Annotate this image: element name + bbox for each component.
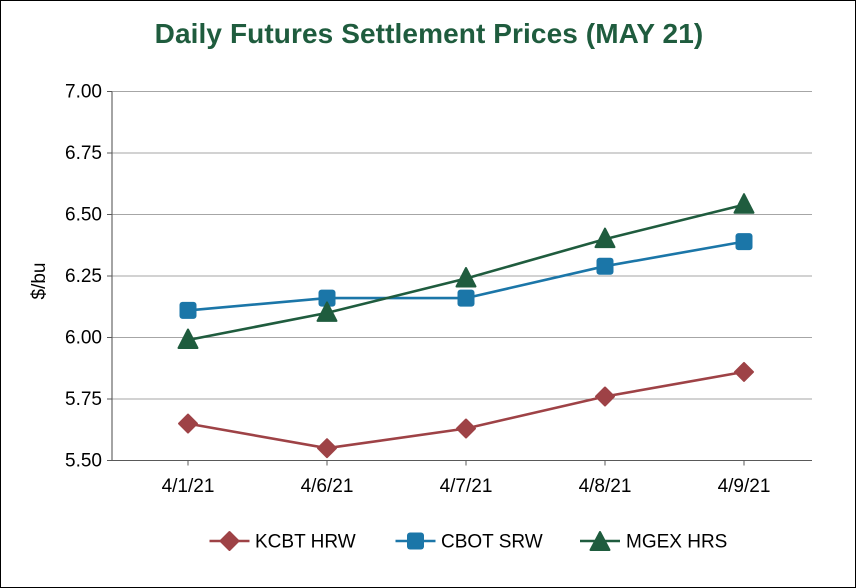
svg-text:5.75: 5.75 — [65, 389, 102, 410]
svg-text:4/1/21: 4/1/21 — [162, 476, 215, 497]
svg-text:$/bu: $/bu — [29, 263, 50, 300]
svg-text:6.25: 6.25 — [65, 266, 102, 287]
svg-text:4/8/21: 4/8/21 — [579, 476, 632, 497]
svg-text:4/6/21: 4/6/21 — [301, 476, 354, 497]
svg-text:6.00: 6.00 — [65, 328, 102, 349]
svg-text:4/7/21: 4/7/21 — [440, 476, 493, 497]
svg-text:7.00: 7.00 — [65, 82, 102, 103]
svg-text:6.75: 6.75 — [65, 143, 102, 164]
svg-text:5.50: 5.50 — [65, 451, 102, 472]
svg-text:6.50: 6.50 — [65, 205, 102, 226]
svg-text:MGEX HRS: MGEX HRS — [626, 532, 727, 553]
svg-text:KCBT HRW: KCBT HRW — [255, 532, 356, 553]
svg-text:4/9/21: 4/9/21 — [718, 476, 771, 497]
svg-text:CBOT SRW: CBOT SRW — [441, 532, 543, 553]
